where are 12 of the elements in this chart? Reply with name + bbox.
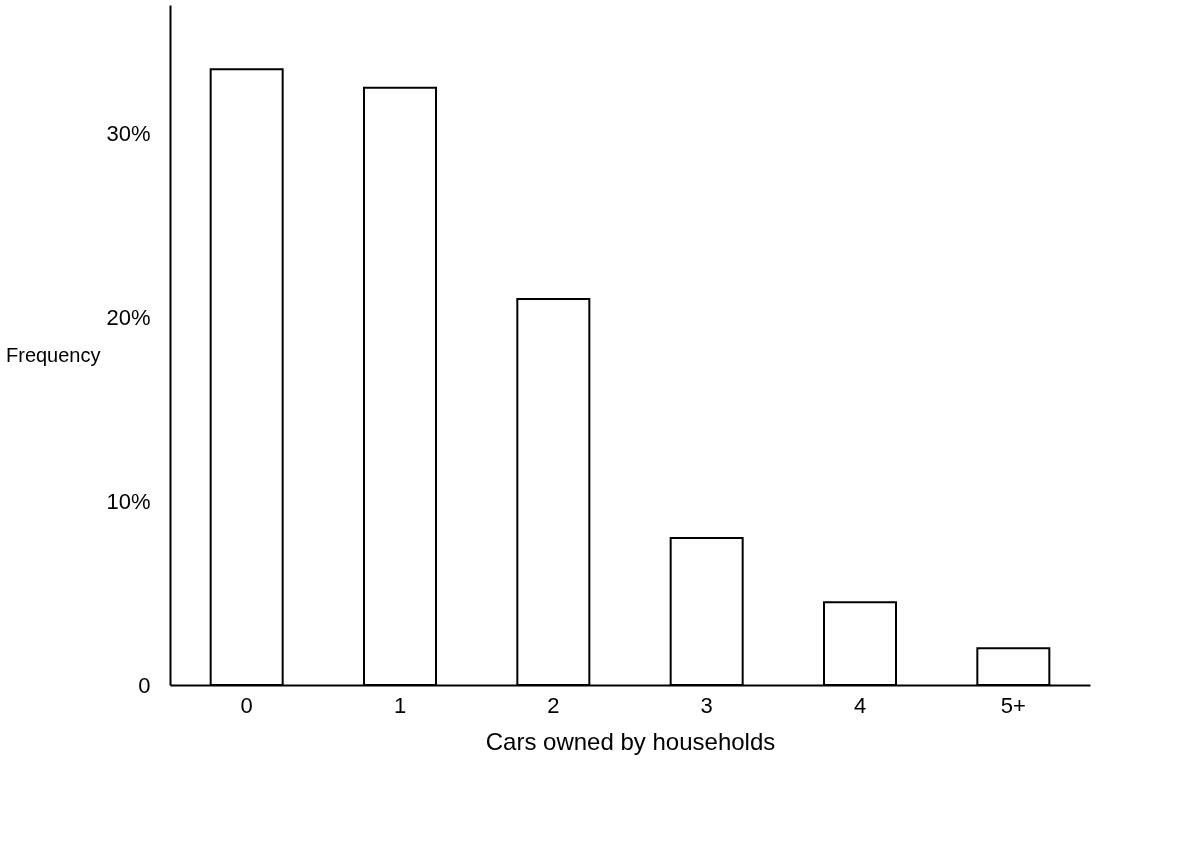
x-tick-label: 3	[700, 692, 713, 718]
x-axis-title: Cars owned by households	[485, 727, 776, 755]
x-tick-label: 0	[240, 692, 253, 718]
y-tick-label: 30%	[106, 121, 151, 147]
x-tick-label: 4	[853, 692, 867, 718]
x-tick-label: 1	[393, 692, 407, 718]
y-tick-label: 10%	[106, 488, 151, 514]
x-tick-label: 5+	[1000, 692, 1026, 718]
y-tick-label: 0	[138, 672, 151, 698]
y-axis-title: Frequency	[6, 343, 101, 366]
x-tick-label: 2	[547, 692, 560, 718]
y-tick-label: 20%	[106, 304, 151, 330]
